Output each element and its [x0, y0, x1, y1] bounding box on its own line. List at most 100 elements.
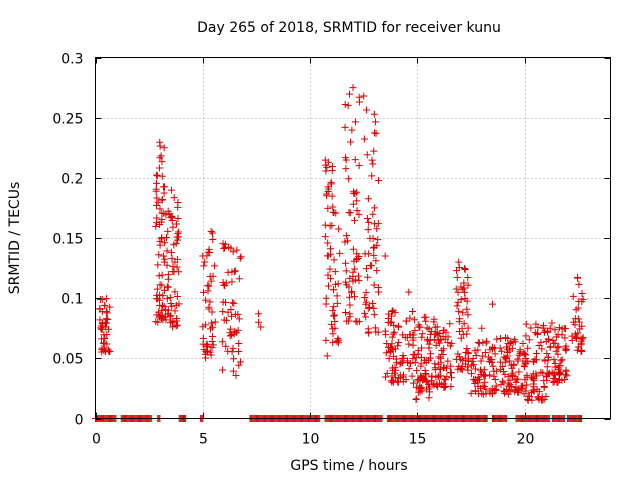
data-point [163, 295, 171, 303]
data-point [562, 366, 570, 374]
data-point [203, 348, 211, 356]
data-point [205, 282, 213, 290]
data-point [226, 325, 234, 333]
data-point [174, 215, 182, 223]
data-point [224, 268, 232, 276]
data-point [202, 348, 210, 356]
data-point [219, 366, 227, 374]
data-point [344, 102, 352, 110]
data-point [153, 194, 161, 202]
data-point [347, 289, 355, 297]
data-point [154, 318, 162, 326]
data-point [103, 295, 111, 303]
data-point [579, 295, 587, 303]
data-point [365, 218, 373, 226]
data-point [355, 98, 363, 106]
data-point [363, 151, 371, 159]
data-point [330, 312, 338, 320]
data-point [106, 303, 114, 311]
data-point [152, 223, 160, 231]
data-point [479, 352, 487, 360]
data-point [153, 285, 161, 293]
data-point [493, 335, 501, 343]
data-point [362, 106, 370, 114]
data-point [235, 348, 243, 356]
data-point [219, 298, 227, 306]
data-point [257, 323, 265, 331]
data-point [471, 387, 479, 395]
data-point [390, 328, 398, 336]
data-point [370, 147, 378, 155]
data-point [369, 299, 377, 307]
data-point [155, 308, 163, 316]
data-point [506, 387, 514, 395]
data-point [103, 309, 111, 317]
data-point [406, 314, 414, 322]
data-point [327, 178, 335, 186]
data-point [167, 214, 175, 222]
data-point [460, 320, 468, 328]
data-point [328, 192, 336, 200]
data-point [351, 265, 359, 273]
data-point [481, 349, 489, 357]
data-point [351, 276, 359, 284]
data-point [435, 372, 443, 380]
data-point [553, 344, 561, 352]
data-point [235, 275, 243, 283]
data-point [454, 298, 462, 306]
data-point [255, 310, 263, 318]
data-point [333, 299, 341, 307]
data-point [158, 196, 166, 204]
data-point [206, 298, 214, 306]
data-point [159, 292, 167, 300]
data-point [521, 376, 529, 384]
data-point [501, 370, 509, 378]
chart-title: Day 265 of 2018, SRMTID for receiver kun… [197, 20, 501, 36]
data-point [231, 310, 239, 318]
y-tick-label: 0.2 [61, 172, 83, 188]
data-point [578, 290, 586, 298]
data-point [160, 302, 168, 310]
data-point [209, 236, 217, 244]
data-point [326, 265, 334, 273]
data-point [514, 375, 522, 383]
data-point [403, 357, 411, 365]
data-point [167, 300, 175, 308]
data-point [535, 396, 543, 404]
data-point [459, 285, 467, 293]
data-point [528, 396, 536, 404]
data-point [234, 326, 242, 334]
data-point [418, 333, 426, 341]
data-point [428, 372, 436, 380]
data-point [218, 338, 226, 346]
data-point [353, 197, 361, 205]
x-tick-label: 10 [302, 432, 320, 448]
data-point [350, 216, 358, 224]
data-point [522, 320, 530, 328]
data-point [328, 180, 336, 188]
data-point [104, 346, 112, 354]
data-point [411, 327, 419, 335]
data-point [199, 334, 207, 342]
data-point [431, 330, 439, 338]
data-point [464, 281, 472, 289]
data-point [154, 261, 162, 269]
data-point [211, 318, 219, 326]
data-point [472, 351, 480, 359]
data-point [163, 261, 171, 269]
data-point [156, 291, 164, 299]
data-point [464, 273, 472, 281]
data-point [352, 317, 360, 325]
data-point [455, 258, 463, 266]
data-point [516, 346, 524, 354]
data-point [399, 371, 407, 379]
data-point [158, 215, 166, 223]
data-point [441, 376, 449, 384]
data-point [533, 385, 541, 393]
data-point [229, 248, 237, 256]
data-point [412, 395, 420, 403]
data-point [529, 374, 537, 382]
data-point [346, 313, 354, 321]
data-point [434, 373, 442, 381]
data-point [519, 340, 527, 348]
